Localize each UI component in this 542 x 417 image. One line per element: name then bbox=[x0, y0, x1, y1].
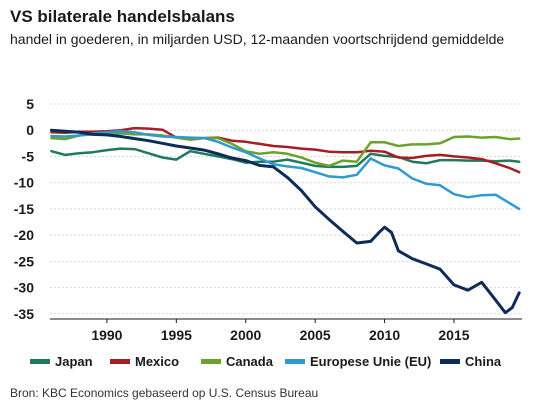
y-tick-label: -30 bbox=[14, 280, 34, 296]
legend-swatch bbox=[440, 359, 460, 364]
y-tick-label: -25 bbox=[14, 253, 34, 269]
legend-swatch bbox=[285, 359, 305, 364]
y-tick-label: -5 bbox=[22, 148, 35, 164]
series-line-japan bbox=[50, 147, 521, 169]
x-tick-label: 2015 bbox=[438, 327, 469, 343]
series-line-canada bbox=[50, 132, 521, 168]
y-tick-label: -20 bbox=[14, 227, 34, 243]
series-line-europese-unie-eu- bbox=[50, 130, 521, 211]
x-tick-label: 1995 bbox=[161, 327, 192, 343]
x-tick-label: 1990 bbox=[91, 327, 122, 343]
x-tick-label: 2010 bbox=[369, 327, 400, 343]
y-tick-label: -35 bbox=[14, 306, 34, 322]
x-tick-label: 2005 bbox=[300, 327, 331, 343]
legend-label: Japan bbox=[55, 354, 93, 369]
legend-swatch bbox=[110, 359, 130, 364]
legend-label: Mexico bbox=[135, 354, 179, 369]
legend-label: China bbox=[465, 354, 502, 369]
y-tick-label: -10 bbox=[14, 175, 34, 191]
y-tick-label: 5 bbox=[26, 96, 34, 112]
legend-swatch bbox=[30, 359, 50, 364]
y-tick-label: 0 bbox=[26, 122, 34, 138]
y-tick-label: -15 bbox=[14, 201, 34, 217]
chart-subtitle: handel in goederen, in miljarden USD, 12… bbox=[10, 31, 505, 47]
x-tick-label: 2000 bbox=[230, 327, 261, 343]
source-note: Bron: KBC Economics gebaseerd op U.S. Ce… bbox=[10, 386, 319, 400]
series-line-china bbox=[49, 128, 521, 315]
legend-swatch bbox=[201, 359, 221, 364]
series-line-mexico bbox=[50, 126, 521, 174]
legend-label: Europese Unie (EU) bbox=[310, 354, 431, 369]
legend-label: Canada bbox=[226, 354, 274, 369]
chart-title: VS bilaterale handelsbalans bbox=[10, 7, 235, 26]
